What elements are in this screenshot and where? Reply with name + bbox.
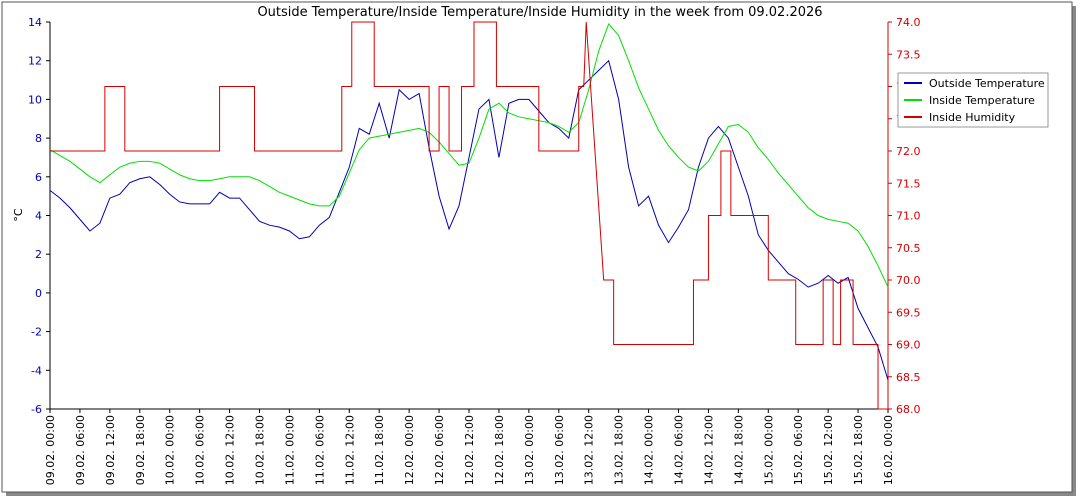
x-tick-label: 15.02. 12:00 — [822, 415, 835, 485]
x-tick-label: 15.02. 06:00 — [792, 415, 805, 485]
y-tick-label: 2 — [35, 248, 42, 261]
x-tick-label: 11.02. 00:00 — [283, 415, 296, 485]
x-tick-label: 14.02. 12:00 — [702, 415, 715, 485]
x-tick-label: 09.02. 06:00 — [74, 415, 87, 485]
y2-tick-label: 69.5 — [896, 306, 921, 319]
y-tick-label: 14 — [28, 16, 42, 29]
x-tick-label: 16.02. 00:00 — [882, 415, 895, 485]
series-line — [49, 22, 889, 288]
y2-tick-label: 71.5 — [896, 177, 921, 190]
x-tick-label: 09.02. 18:00 — [134, 415, 147, 485]
x-tick-label: 09.02. 00:00 — [44, 415, 57, 485]
y-tick-label: 6 — [35, 171, 42, 184]
y2-tick-label: 74.0 — [896, 16, 921, 29]
y-tick-label: -4 — [31, 364, 42, 377]
x-tick-label: 10.02. 06:00 — [194, 415, 207, 485]
y-tick-label: 8 — [35, 132, 42, 145]
x-tick-label: 15.02. 00:00 — [762, 415, 775, 485]
x-tick-label: 12.02. 18:00 — [493, 415, 506, 485]
x-tick-label: 14.02. 18:00 — [732, 415, 745, 485]
x-tick-label: 12.02. 06:00 — [433, 415, 446, 485]
x-tick-label: 10.02. 12:00 — [224, 415, 237, 485]
x-tick-label: 15.02. 18:00 — [852, 415, 865, 485]
y2-tick-label: 70.5 — [896, 242, 921, 255]
chart-title: Outside Temperature/Inside Temperature/I… — [257, 5, 822, 20]
x-tick-label: 11.02. 06:00 — [313, 415, 326, 485]
y-tick-label: 4 — [35, 210, 42, 223]
x-tick-label: 13.02. 12:00 — [583, 415, 596, 485]
x-tick-label: 11.02. 18:00 — [373, 415, 386, 485]
x-tick-label: 14.02. 00:00 — [643, 415, 656, 485]
y-tick-label: -6 — [31, 403, 42, 416]
y-tick-label: 10 — [28, 93, 42, 106]
x-tick-label: 12.02. 12:00 — [463, 415, 476, 485]
legend-box — [897, 72, 1049, 128]
y2-tick-label: 72.0 — [896, 145, 921, 158]
y-tick-label: -2 — [31, 326, 42, 339]
legend-label: Inside Temperature — [929, 94, 1035, 107]
y2-tick-label: 68.0 — [896, 403, 921, 416]
x-tick-label: 14.02. 06:00 — [673, 415, 686, 485]
legend-label: Outside Temperature — [929, 77, 1045, 90]
y2-tick-label: 70.0 — [896, 274, 921, 287]
x-tick-label: 10.02. 00:00 — [164, 415, 177, 485]
series-line — [50, 21, 888, 410]
legend-label: Inside Humidity — [929, 111, 1016, 124]
y-tick-label: 12 — [28, 55, 42, 68]
x-tick-label: 09.02. 12:00 — [104, 415, 117, 485]
y2-tick-label: 69.0 — [896, 339, 921, 352]
y-axis-label: °C — [12, 208, 25, 222]
x-tick-label: 11.02. 12:00 — [343, 415, 356, 485]
x-tick-label: 13.02. 06:00 — [553, 415, 566, 485]
x-tick-label: 13.02. 18:00 — [613, 415, 626, 485]
x-tick-label: 12.02. 00:00 — [403, 415, 416, 485]
y2-tick-label: 71.0 — [896, 210, 921, 223]
y2-tick-label: 68.5 — [896, 371, 921, 384]
x-tick-label: 13.02. 00:00 — [523, 415, 536, 485]
frame — [1, 1, 1073, 493]
x-tick-label: 10.02. 18:00 — [254, 415, 267, 485]
y2-tick-label: 73.5 — [896, 48, 921, 61]
series-line — [49, 59, 889, 381]
y-tick-label: 0 — [35, 287, 42, 300]
